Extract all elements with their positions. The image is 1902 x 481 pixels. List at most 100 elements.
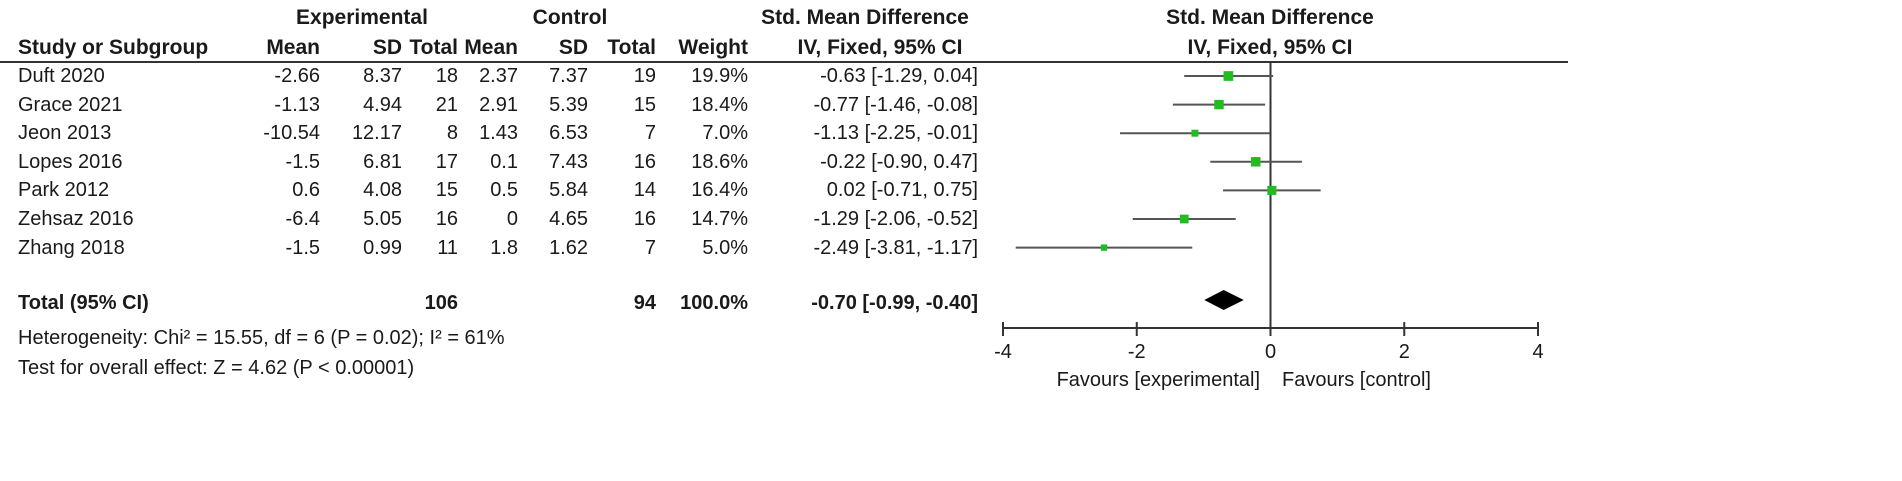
- cell-sd-e: 4.08: [363, 179, 402, 202]
- overall-effect: Test for overall effect: Z = 4.62 (P < 0…: [18, 357, 415, 379]
- study-marker: [1251, 157, 1261, 167]
- cell-mean-e: -10.54: [263, 122, 320, 145]
- total-c: 94: [633, 292, 656, 314]
- cell-mean-e: 0.6: [292, 179, 320, 202]
- cell-mean-c: 0.5: [490, 179, 518, 202]
- header-sd-e: SD: [372, 36, 402, 59]
- cell-sd-e: 8.37: [363, 65, 402, 87]
- header-experimental: Experimental: [296, 6, 428, 29]
- cell-total-e: 16: [435, 208, 458, 230]
- cell-mean-e: -2.66: [274, 65, 320, 87]
- total-label: Total (95% CI): [18, 292, 149, 314]
- header-study: Study or Subgroup: [18, 36, 209, 59]
- cell-total-c: 15: [633, 93, 656, 116]
- cell-mean-c: 0.1: [490, 150, 518, 173]
- favours-control: Favours [control]: [1282, 369, 1431, 391]
- cell-weight: 5.0%: [702, 236, 748, 259]
- cell-weight: 19.9%: [691, 65, 748, 87]
- study-marker: [1191, 129, 1199, 137]
- cell-sd-e: 4.94: [363, 93, 402, 116]
- cell-mean-e: -1.5: [285, 150, 320, 173]
- header-mean-e: Mean: [266, 36, 320, 59]
- cell-name: Park 2012: [18, 179, 110, 202]
- cell-weight: 16.4%: [691, 179, 748, 202]
- x-axis-tick-label: 4: [1532, 341, 1543, 363]
- total-weight: 100.0%: [680, 292, 748, 314]
- header-smd-right: Std. Mean Difference: [1166, 6, 1374, 29]
- x-axis-tick-label: -2: [1128, 341, 1146, 363]
- heterogeneity: Heterogeneity: Chi² = 15.55, df = 6 (P =…: [18, 327, 505, 349]
- favours-experimental: Favours [experimental]: [1056, 369, 1260, 391]
- header-ci-left: IV, Fixed, 95% CI: [797, 36, 963, 59]
- header-sd-c: SD: [558, 36, 588, 59]
- header-control: Control: [532, 6, 608, 29]
- cell-sd-e: 5.05: [363, 208, 402, 230]
- header-mean-c: Mean: [464, 36, 518, 59]
- cell-total-c: 14: [633, 179, 656, 202]
- cell-sd-c: 1.62: [549, 236, 588, 259]
- cell-ci: -1.29 [-2.06, -0.52]: [813, 208, 978, 230]
- cell-mean-e: -6.4: [285, 208, 320, 230]
- cell-name: Jeon 2013: [18, 122, 112, 145]
- cell-sd-e: 6.81: [363, 150, 402, 173]
- cell-ci: -2.49 [-3.81, -1.17]: [813, 236, 978, 259]
- cell-total-e: 17: [435, 150, 458, 173]
- cell-total-e: 11: [437, 236, 458, 259]
- cell-weight: 18.4%: [691, 93, 748, 116]
- cell-name: Duft 2020: [18, 65, 105, 87]
- x-axis-tick-label: 2: [1399, 341, 1410, 363]
- cell-total-c: 19: [633, 65, 656, 87]
- cell-total-e: 8: [446, 122, 458, 145]
- cell-ci: -0.63 [-1.29, 0.04]: [820, 65, 978, 87]
- study-marker: [1267, 185, 1277, 195]
- cell-sd-c: 5.39: [549, 93, 588, 116]
- header-total-e: Total: [409, 36, 458, 59]
- header-smd-left: Std. Mean Difference: [761, 6, 969, 29]
- cell-name: Lopes 2016: [18, 150, 123, 173]
- x-axis-tick-label: 0: [1265, 341, 1276, 363]
- cell-sd-e: 12.17: [351, 122, 402, 145]
- cell-mean-c: 2.37: [479, 65, 518, 87]
- summary-diamond: [1204, 290, 1244, 310]
- header-ci-right: IV, Fixed, 95% CI: [1187, 36, 1353, 59]
- header-weight: Weight: [678, 36, 748, 59]
- cell-mean-c: 0: [506, 208, 518, 230]
- total-e: 106: [424, 292, 458, 314]
- cell-total-c: 16: [633, 208, 656, 230]
- cell-ci: -0.77 [-1.46, -0.08]: [813, 93, 978, 116]
- cell-sd-c: 7.37: [549, 65, 588, 87]
- total-ci: -0.70 [-0.99, -0.40]: [811, 292, 978, 314]
- cell-mean-c: 2.91: [479, 93, 518, 116]
- cell-mean-e: -1.5: [285, 236, 320, 259]
- x-axis-tick-label: -4: [994, 341, 1012, 363]
- cell-sd-c: 5.84: [549, 179, 588, 202]
- cell-sd-c: 6.53: [549, 122, 588, 145]
- cell-ci: -1.13 [-2.25, -0.01]: [813, 122, 978, 145]
- cell-total-c: 7: [644, 122, 656, 145]
- study-marker: [1214, 99, 1224, 110]
- header-divider: [0, 61, 1568, 63]
- cell-weight: 7.0%: [702, 122, 748, 145]
- study-marker: [1100, 244, 1108, 251]
- cell-sd-c: 4.65: [549, 208, 588, 230]
- cell-total-c: 16: [633, 150, 656, 173]
- cell-total-e: 21: [435, 93, 458, 116]
- cell-ci: -0.22 [-0.90, 0.47]: [820, 150, 978, 173]
- cell-name: Grace 2021: [18, 93, 123, 116]
- study-marker: [1179, 214, 1189, 224]
- cell-weight: 18.6%: [691, 150, 748, 173]
- cell-total-c: 7: [644, 236, 656, 259]
- cell-name: Zehsaz 2016: [18, 208, 134, 230]
- cell-weight: 14.7%: [691, 208, 748, 230]
- study-marker: [1223, 71, 1234, 81]
- cell-ci: 0.02 [-0.71, 0.75]: [826, 179, 978, 202]
- cell-mean-c: 1.43: [479, 122, 518, 145]
- cell-sd-c: 7.43: [549, 150, 588, 173]
- cell-total-e: 18: [435, 65, 458, 87]
- header-total-c: Total: [607, 36, 656, 59]
- cell-mean-e: -1.13: [274, 93, 320, 116]
- cell-sd-e: 0.99: [363, 236, 402, 259]
- cell-total-e: 15: [435, 179, 458, 202]
- cell-name: Zhang 2018: [18, 236, 125, 259]
